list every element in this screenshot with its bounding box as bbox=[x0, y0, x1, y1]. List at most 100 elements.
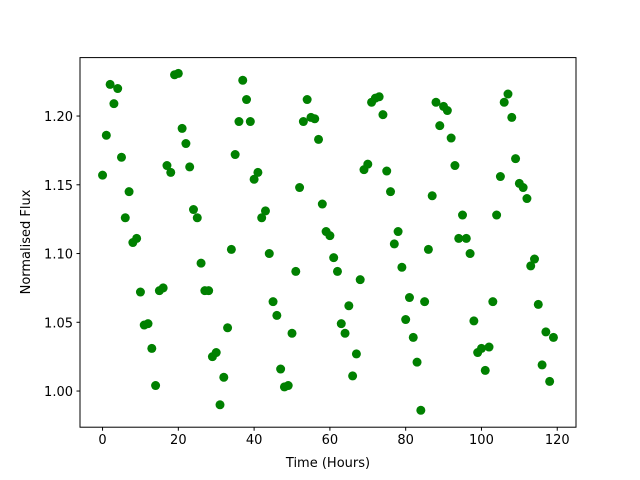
point bbox=[386, 187, 396, 197]
point bbox=[522, 194, 532, 204]
x-tick-label: 20 bbox=[170, 433, 187, 448]
point bbox=[257, 213, 267, 223]
point bbox=[268, 297, 278, 307]
point bbox=[211, 348, 221, 358]
point bbox=[120, 213, 130, 223]
plot-frame bbox=[79, 57, 577, 428]
point bbox=[332, 266, 342, 276]
point bbox=[158, 283, 168, 293]
point bbox=[291, 266, 301, 276]
point bbox=[276, 364, 286, 374]
point bbox=[397, 262, 407, 272]
y-tick-label: 1.05 bbox=[44, 316, 73, 331]
point bbox=[503, 89, 513, 99]
point bbox=[249, 174, 259, 184]
y-axis-label: Normalised Flux bbox=[19, 189, 34, 294]
point bbox=[226, 244, 236, 254]
y-tick-label: 1.20 bbox=[44, 110, 73, 125]
y-tick-label: 1.15 bbox=[44, 179, 73, 194]
point bbox=[465, 249, 475, 259]
point bbox=[151, 381, 161, 391]
point bbox=[518, 183, 528, 193]
point bbox=[458, 210, 468, 220]
x-tick-label: 120 bbox=[545, 433, 570, 448]
point bbox=[378, 110, 388, 120]
x-tick-label: 80 bbox=[397, 433, 414, 448]
point bbox=[287, 328, 297, 338]
point bbox=[446, 133, 456, 143]
point bbox=[408, 332, 418, 342]
point bbox=[545, 376, 555, 386]
x-tick-label: 60 bbox=[322, 433, 339, 448]
point bbox=[147, 343, 157, 353]
point bbox=[253, 167, 263, 177]
point bbox=[469, 316, 479, 326]
point bbox=[173, 68, 183, 78]
point bbox=[435, 121, 445, 131]
x-tick-label: 40 bbox=[246, 433, 263, 448]
point bbox=[298, 117, 308, 127]
point bbox=[389, 239, 399, 249]
point bbox=[329, 253, 339, 263]
point bbox=[442, 106, 452, 116]
point bbox=[166, 167, 176, 177]
point bbox=[188, 205, 198, 215]
point bbox=[423, 244, 433, 254]
point bbox=[101, 130, 111, 140]
point bbox=[283, 381, 293, 391]
point bbox=[499, 97, 509, 107]
point bbox=[401, 315, 411, 325]
point bbox=[234, 117, 244, 127]
point bbox=[548, 332, 558, 342]
point bbox=[533, 299, 543, 309]
point bbox=[219, 372, 229, 382]
point bbox=[105, 79, 115, 89]
point bbox=[476, 343, 486, 353]
point bbox=[526, 261, 536, 271]
point bbox=[317, 199, 327, 209]
point bbox=[374, 92, 384, 102]
point bbox=[230, 150, 240, 160]
point bbox=[393, 227, 403, 237]
point bbox=[484, 342, 494, 352]
point bbox=[242, 95, 252, 105]
point bbox=[355, 275, 365, 285]
point bbox=[348, 371, 358, 381]
point bbox=[495, 172, 505, 182]
point bbox=[135, 287, 145, 297]
point bbox=[412, 357, 422, 367]
point bbox=[109, 99, 119, 109]
point bbox=[238, 75, 248, 85]
y-tick-label: 1.00 bbox=[44, 385, 73, 400]
point bbox=[310, 114, 320, 124]
point bbox=[295, 183, 305, 193]
point bbox=[427, 191, 437, 201]
point bbox=[162, 161, 172, 171]
point bbox=[344, 301, 354, 311]
point bbox=[272, 310, 282, 320]
point bbox=[461, 233, 471, 243]
point bbox=[302, 95, 312, 105]
point bbox=[185, 162, 195, 172]
point bbox=[132, 233, 142, 243]
point bbox=[537, 360, 547, 370]
point bbox=[223, 323, 233, 333]
x-tick-label: 0 bbox=[98, 433, 106, 448]
point bbox=[204, 286, 214, 296]
x-tick-label: 100 bbox=[469, 433, 494, 448]
point bbox=[215, 400, 225, 410]
point bbox=[363, 159, 373, 169]
point bbox=[404, 293, 414, 303]
point bbox=[340, 328, 350, 338]
x-axis-label: Time (Hours) bbox=[285, 456, 370, 471]
point bbox=[336, 319, 346, 329]
point bbox=[245, 117, 255, 127]
point bbox=[181, 139, 191, 149]
point bbox=[143, 319, 153, 329]
point bbox=[480, 365, 490, 375]
point bbox=[420, 297, 430, 307]
point bbox=[454, 233, 464, 243]
point bbox=[511, 154, 521, 164]
